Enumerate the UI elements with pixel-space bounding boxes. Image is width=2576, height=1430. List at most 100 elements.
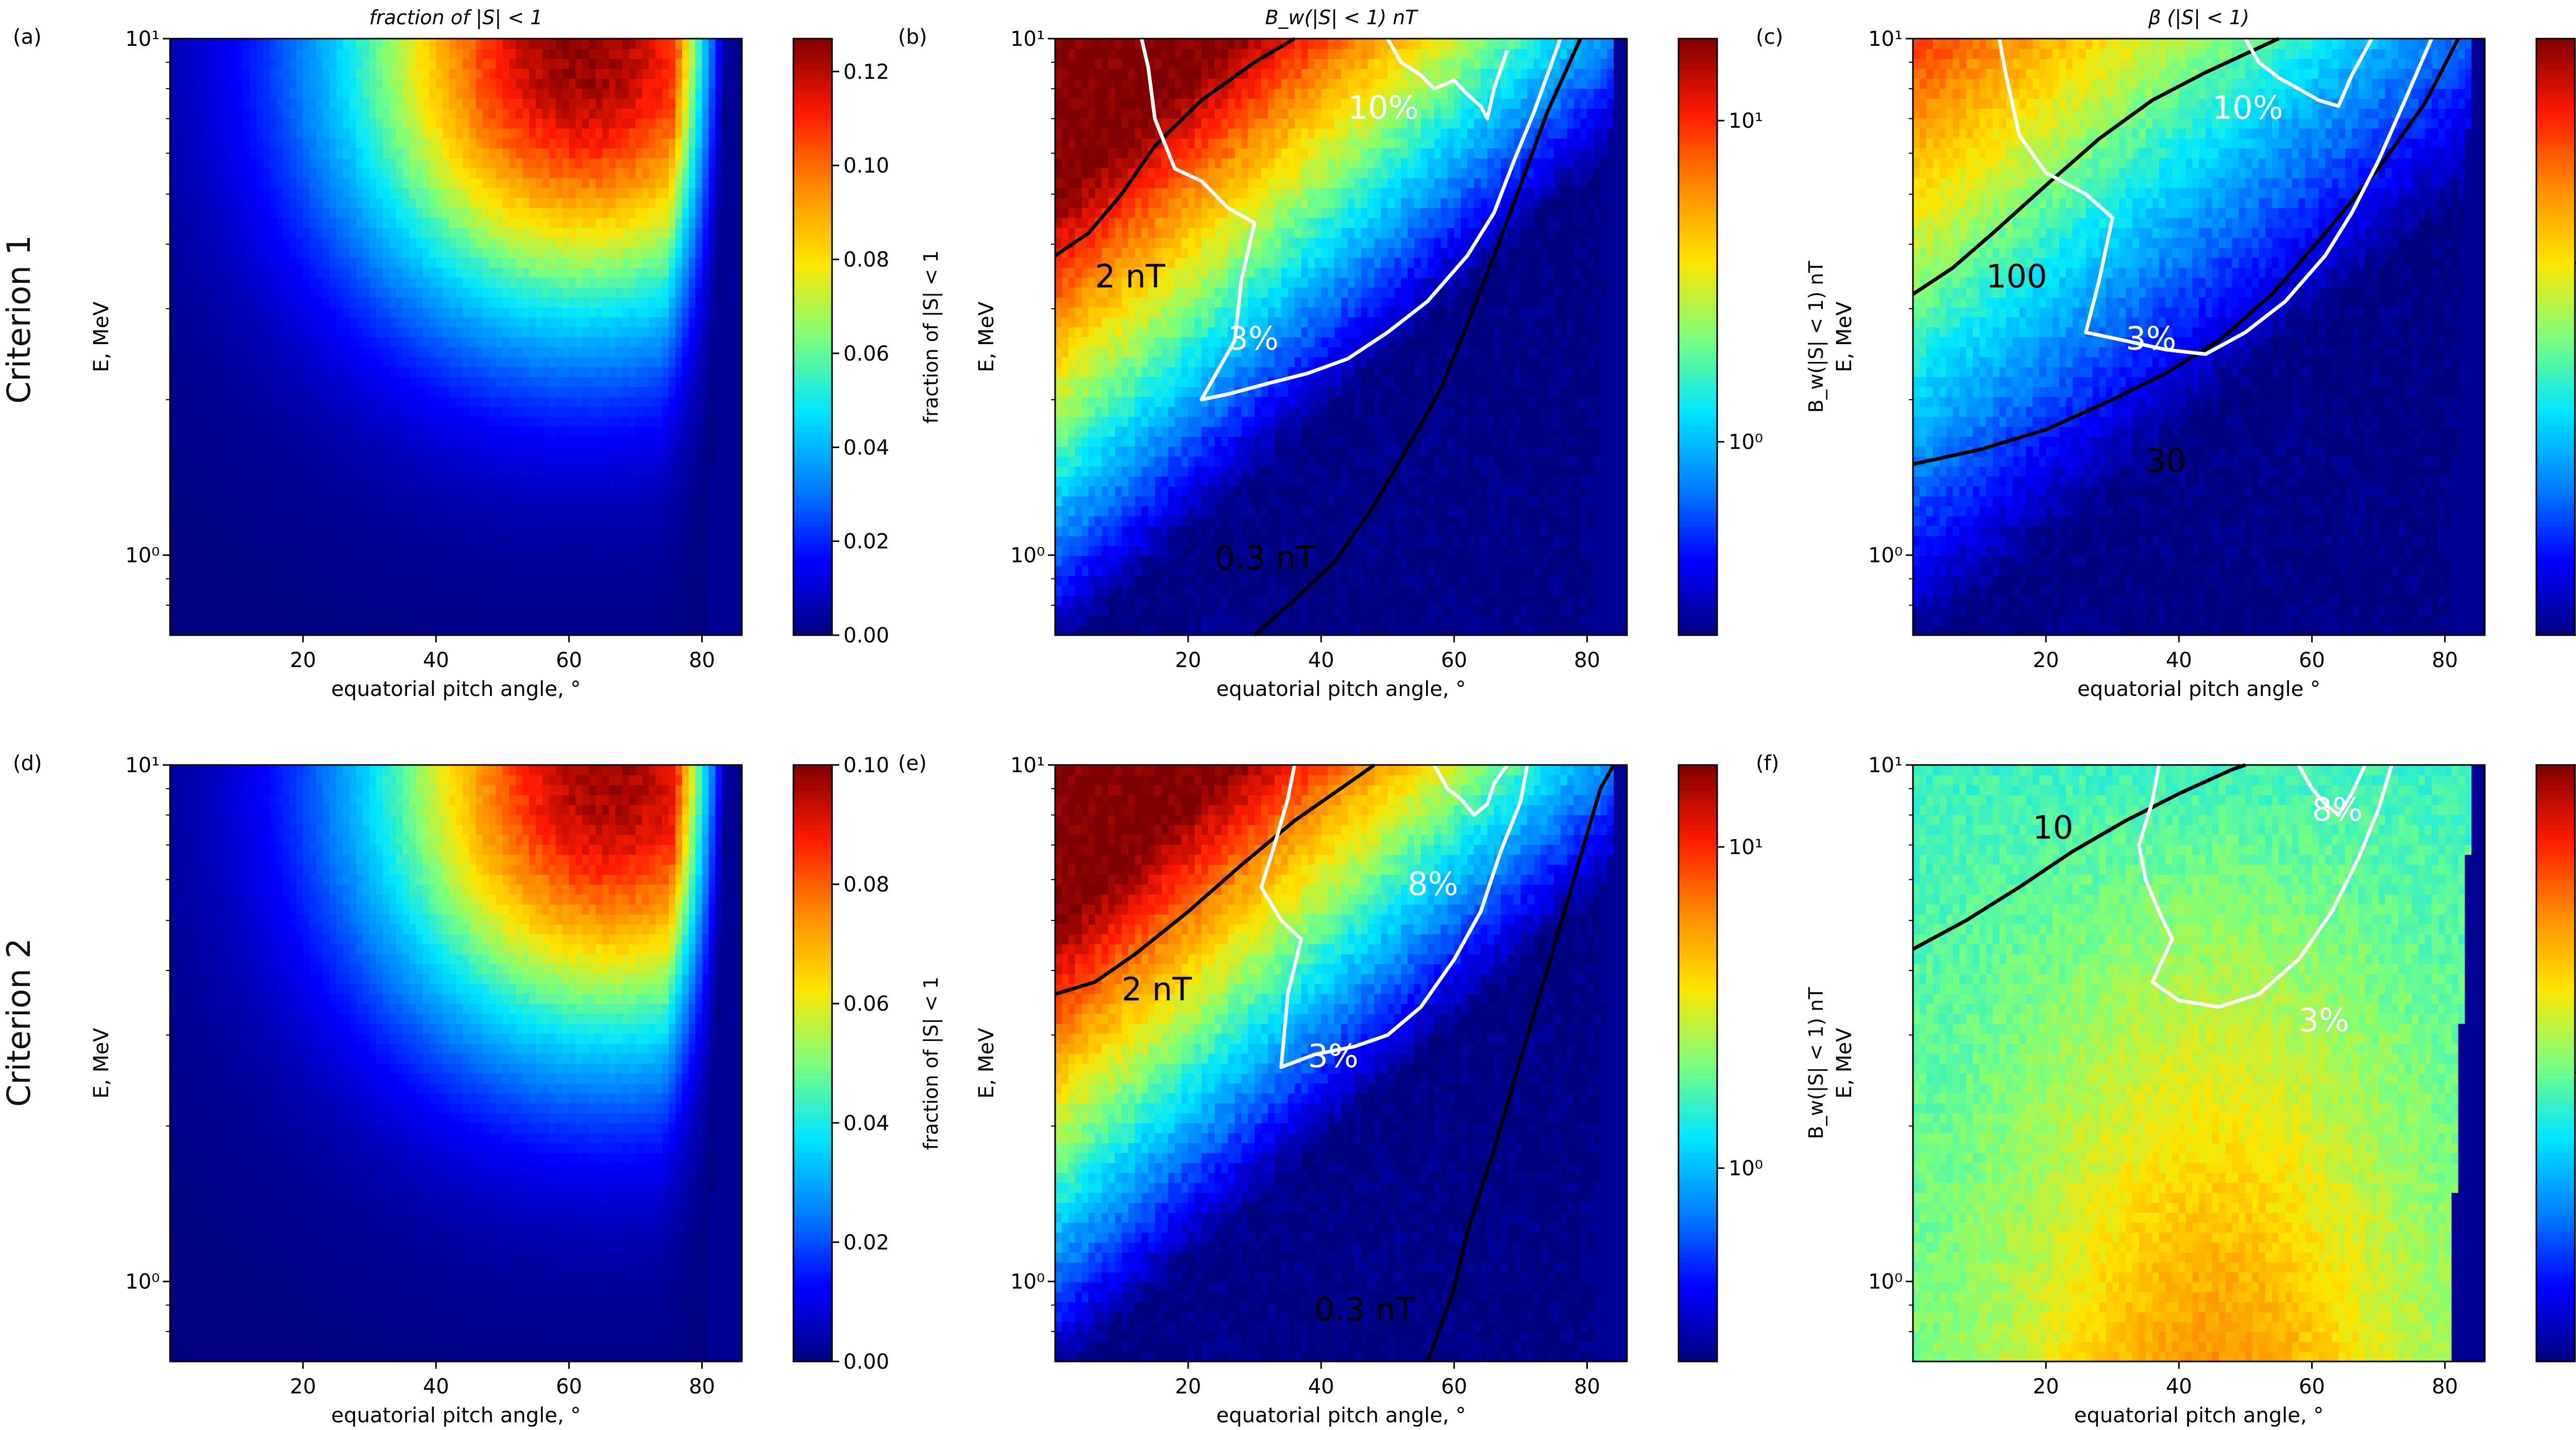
heatmap-cell — [409, 555, 417, 566]
heatmap-cell — [256, 227, 264, 238]
heatmap-cell — [409, 386, 417, 397]
heatmap-cell — [303, 287, 310, 298]
heatmap-cell — [535, 585, 543, 596]
heatmap-cell — [482, 347, 490, 358]
heatmap-cell — [310, 555, 317, 566]
heatmap-cell — [582, 78, 589, 89]
heatmap-cell — [256, 158, 264, 168]
heatmap-cell — [402, 39, 410, 49]
heatmap-cell — [516, 625, 523, 636]
heatmap-cell — [675, 356, 683, 367]
heatmap-cell — [688, 337, 696, 348]
heatmap-cell — [183, 178, 191, 189]
heatmap-cell — [522, 197, 530, 208]
heatmap-cell — [170, 307, 177, 318]
heatmap-cell — [589, 377, 596, 387]
heatmap-cell — [629, 217, 636, 228]
heatmap-cell — [669, 108, 676, 119]
heatmap-cell — [496, 377, 503, 387]
heatmap-cell — [323, 88, 330, 99]
heatmap-cell — [682, 167, 689, 178]
heatmap-cell — [516, 476, 523, 487]
heatmap-cell — [363, 496, 370, 506]
heatmap-cell — [555, 188, 563, 198]
heatmap-cell — [516, 525, 523, 536]
heatmap-cell — [602, 188, 609, 198]
heatmap-cell — [575, 317, 583, 328]
heatmap-cell — [230, 128, 237, 139]
heatmap-cell — [615, 446, 623, 457]
heatmap-cell — [462, 167, 470, 178]
heatmap-cell — [276, 356, 284, 367]
heatmap-cell — [489, 595, 497, 606]
heatmap-cell — [249, 227, 257, 238]
heatmap-cell — [582, 237, 589, 248]
heatmap-cell — [582, 39, 589, 49]
heatmap-cell — [449, 158, 456, 168]
heatmap-cell — [569, 516, 577, 526]
heatmap-cell — [396, 605, 403, 616]
heatmap-cell — [416, 48, 423, 59]
heatmap-cell — [376, 327, 383, 337]
heatmap-cell — [715, 307, 723, 318]
heatmap-cell — [363, 158, 370, 168]
heatmap-cell — [243, 277, 250, 288]
heatmap-cell — [230, 496, 237, 506]
heatmap-cell — [323, 128, 330, 139]
heatmap-cell — [529, 307, 536, 318]
heatmap-cell — [230, 386, 237, 397]
heatmap-cell — [535, 605, 543, 616]
heatmap-cell — [230, 108, 237, 119]
heatmap-cell — [389, 257, 397, 268]
heatmap-cell — [662, 188, 669, 198]
heatmap-cell — [249, 565, 257, 576]
heatmap-cell — [522, 307, 530, 318]
heatmap-cell — [283, 377, 291, 387]
heatmap-cell — [608, 208, 616, 218]
heatmap-cell — [402, 58, 410, 69]
heatmap-cell — [263, 546, 270, 556]
heatmap-cell — [310, 565, 317, 576]
heatmap-cell — [223, 456, 230, 467]
heatmap-cell — [316, 178, 324, 189]
heatmap-cell — [608, 406, 616, 417]
heatmap-cell — [249, 555, 257, 566]
heatmap-cell — [422, 58, 430, 69]
heatmap-cell — [522, 317, 530, 328]
heatmap-cell — [669, 546, 676, 556]
heatmap-cell — [642, 317, 650, 328]
heatmap-cell — [549, 208, 556, 218]
heatmap-cell — [635, 595, 643, 606]
heatmap-cell — [223, 148, 230, 159]
heatmap-cell — [622, 386, 630, 397]
heatmap-cell — [329, 128, 337, 139]
heatmap-cell — [535, 466, 543, 476]
heatmap-cell — [409, 347, 417, 358]
heatmap-cell — [622, 48, 630, 59]
heatmap-cell — [456, 615, 463, 626]
heatmap-cell — [669, 158, 676, 168]
heatmap-cell — [176, 436, 184, 447]
heatmap-cell — [635, 237, 643, 248]
heatmap-cell — [429, 237, 437, 248]
heatmap-cell — [615, 595, 623, 606]
heatmap-cell — [702, 188, 709, 198]
heatmap-cell — [210, 585, 217, 596]
heatmap-cell — [383, 128, 390, 139]
heatmap-cell — [449, 426, 456, 437]
heatmap-cell — [310, 595, 317, 606]
heatmap-cell — [602, 476, 609, 487]
heatmap-cell — [516, 456, 523, 467]
heatmap-cell — [369, 88, 377, 99]
heatmap-cell — [429, 307, 437, 318]
heatmap-cell — [642, 406, 650, 417]
heatmap-cell — [682, 307, 689, 318]
heatmap-cell — [702, 366, 709, 377]
heatmap-cell — [675, 277, 683, 288]
heatmap-cell — [622, 208, 630, 218]
heatmap-cell — [702, 297, 709, 308]
heatmap-cell — [449, 525, 456, 536]
heatmap-cell — [622, 436, 630, 447]
heatmap-cell — [183, 277, 191, 288]
heatmap-cell — [429, 128, 437, 139]
